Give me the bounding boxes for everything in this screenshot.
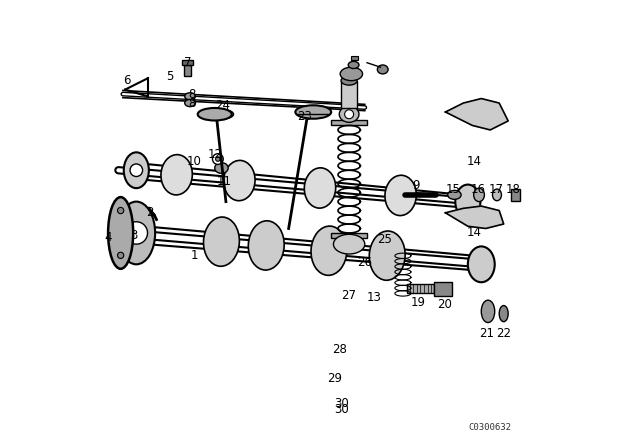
Ellipse shape [339, 106, 359, 122]
Ellipse shape [223, 160, 255, 201]
Circle shape [216, 157, 220, 161]
Text: 20: 20 [437, 298, 452, 311]
Text: 26: 26 [357, 255, 372, 269]
Text: 7: 7 [184, 56, 191, 69]
Circle shape [464, 211, 481, 227]
Circle shape [118, 252, 124, 258]
Ellipse shape [118, 202, 155, 264]
Ellipse shape [204, 217, 239, 266]
Text: 29: 29 [327, 372, 342, 385]
Ellipse shape [369, 231, 405, 280]
Ellipse shape [185, 99, 195, 107]
Text: 30: 30 [334, 403, 349, 417]
Text: 15: 15 [445, 182, 461, 196]
Circle shape [344, 110, 354, 119]
Circle shape [118, 207, 124, 214]
Text: 25: 25 [378, 233, 392, 246]
Ellipse shape [296, 105, 332, 119]
Text: 9: 9 [413, 179, 420, 193]
Text: 2: 2 [146, 206, 154, 220]
Text: 1: 1 [191, 249, 198, 262]
Text: 3: 3 [131, 228, 138, 242]
Ellipse shape [378, 65, 388, 74]
Text: 23: 23 [297, 110, 312, 123]
Text: 11: 11 [216, 175, 231, 188]
Ellipse shape [248, 221, 284, 270]
Ellipse shape [161, 155, 193, 195]
Text: 17: 17 [488, 182, 504, 196]
Bar [341, 81, 357, 108]
Bar [351, 56, 358, 60]
Ellipse shape [499, 306, 508, 322]
Text: 27: 27 [340, 289, 356, 302]
Ellipse shape [311, 226, 347, 276]
Ellipse shape [185, 93, 195, 100]
Ellipse shape [385, 175, 417, 215]
Text: 5: 5 [166, 69, 173, 83]
Text: 16: 16 [470, 182, 485, 196]
Ellipse shape [481, 300, 495, 323]
Text: 19: 19 [411, 296, 426, 309]
Text: 28: 28 [332, 343, 347, 356]
Text: 18: 18 [506, 182, 521, 196]
Bar [407, 284, 434, 293]
Ellipse shape [341, 76, 357, 85]
Ellipse shape [474, 188, 484, 202]
Ellipse shape [333, 234, 365, 254]
Polygon shape [445, 206, 504, 228]
Ellipse shape [124, 152, 149, 188]
Text: 21: 21 [479, 327, 494, 340]
Ellipse shape [493, 189, 502, 201]
Text: 13: 13 [366, 291, 381, 305]
Text: 24: 24 [215, 99, 230, 112]
Ellipse shape [198, 108, 232, 121]
Text: 22: 22 [496, 327, 511, 340]
Text: 30: 30 [334, 396, 349, 410]
Circle shape [464, 106, 481, 122]
Ellipse shape [214, 110, 234, 119]
Bar [182, 60, 193, 65]
Circle shape [212, 154, 223, 164]
Text: C0300632: C0300632 [468, 423, 512, 432]
Ellipse shape [340, 67, 362, 81]
Ellipse shape [215, 163, 228, 173]
Text: 10: 10 [187, 155, 202, 168]
Text: 4: 4 [105, 231, 112, 244]
Bar [332, 120, 367, 125]
Polygon shape [445, 99, 508, 130]
Ellipse shape [455, 185, 481, 219]
Text: 8: 8 [189, 96, 196, 110]
Text: 8: 8 [189, 87, 196, 101]
Bar [435, 282, 452, 296]
Ellipse shape [468, 246, 495, 282]
Circle shape [130, 164, 143, 177]
Text: 14: 14 [467, 155, 482, 168]
Text: 6: 6 [123, 74, 130, 87]
Text: 14: 14 [467, 226, 482, 240]
Ellipse shape [348, 61, 359, 69]
Text: 12: 12 [208, 148, 223, 161]
Ellipse shape [108, 197, 133, 269]
Ellipse shape [448, 190, 461, 199]
Circle shape [125, 222, 148, 244]
Bar [184, 65, 191, 76]
Bar [511, 189, 520, 201]
Ellipse shape [304, 168, 336, 208]
Bar [332, 233, 367, 238]
